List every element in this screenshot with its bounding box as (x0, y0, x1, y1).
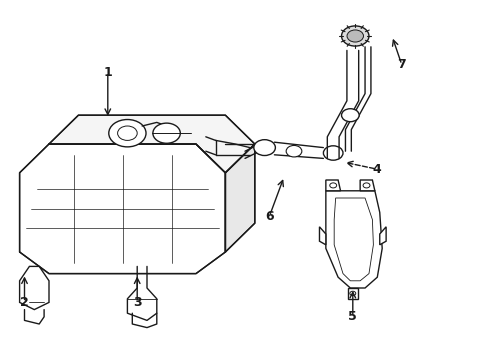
Text: 1: 1 (103, 66, 112, 78)
Circle shape (330, 183, 337, 188)
Text: 3: 3 (133, 296, 142, 309)
Text: 2: 2 (20, 296, 29, 309)
Polygon shape (49, 115, 255, 173)
Text: 6: 6 (265, 210, 274, 222)
Circle shape (350, 291, 356, 296)
Text: 7: 7 (397, 58, 406, 71)
Polygon shape (360, 180, 375, 191)
Circle shape (323, 146, 343, 160)
Polygon shape (319, 227, 326, 245)
Polygon shape (348, 288, 358, 299)
Polygon shape (20, 266, 49, 310)
Circle shape (342, 26, 369, 46)
Polygon shape (334, 198, 373, 281)
Circle shape (347, 30, 364, 42)
Polygon shape (225, 144, 255, 252)
Circle shape (118, 126, 137, 140)
Polygon shape (380, 227, 386, 245)
Circle shape (286, 145, 302, 157)
Polygon shape (20, 144, 225, 274)
Circle shape (153, 123, 180, 143)
Circle shape (342, 109, 359, 122)
Text: 5: 5 (348, 310, 357, 323)
Polygon shape (326, 180, 341, 191)
Circle shape (109, 120, 146, 147)
Polygon shape (326, 191, 382, 288)
Circle shape (254, 140, 275, 156)
Circle shape (363, 183, 370, 188)
Text: 4: 4 (373, 163, 382, 176)
